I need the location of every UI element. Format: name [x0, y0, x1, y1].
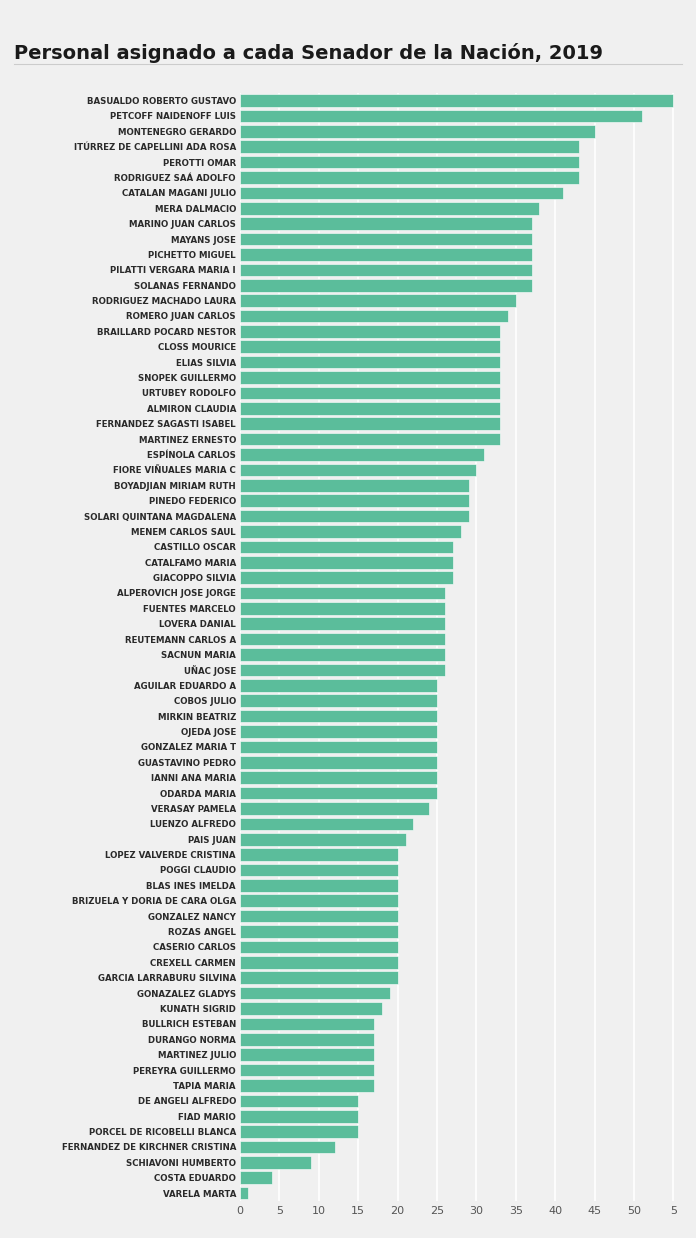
Bar [240, 786, 437, 800]
Bar [240, 817, 413, 831]
Bar [240, 1080, 374, 1092]
Bar [240, 618, 445, 630]
Bar [240, 248, 532, 261]
Bar [240, 541, 453, 553]
Bar [240, 1140, 335, 1154]
Bar [240, 833, 406, 846]
Bar [240, 709, 437, 723]
Bar [240, 879, 397, 891]
Bar [240, 1018, 374, 1030]
Bar [240, 463, 476, 477]
Bar [240, 279, 532, 291]
Text: Personal asignado a cada Senador de la Nación, 2019: Personal asignado a cada Senador de la N… [14, 43, 603, 63]
Bar [240, 448, 484, 461]
Bar [240, 1094, 358, 1107]
Bar [240, 956, 397, 968]
Bar [240, 740, 437, 753]
Bar [240, 355, 500, 369]
Bar [240, 140, 579, 154]
Bar [240, 633, 445, 645]
Bar [240, 371, 500, 384]
Bar [240, 864, 397, 877]
Bar [240, 649, 445, 661]
Bar [240, 1125, 358, 1138]
Bar [240, 187, 563, 199]
Bar [240, 94, 673, 106]
Bar [240, 310, 508, 322]
Bar [240, 664, 445, 676]
Bar [240, 1110, 358, 1123]
Bar [240, 402, 500, 415]
Bar [240, 771, 437, 784]
Bar [240, 556, 453, 568]
Bar [240, 910, 397, 922]
Bar [240, 941, 397, 953]
Bar [240, 295, 516, 307]
Bar [240, 972, 397, 984]
Bar [240, 510, 468, 522]
Bar [240, 233, 532, 245]
Bar [240, 218, 532, 230]
Bar [240, 602, 445, 615]
Bar [240, 802, 429, 815]
Bar [240, 326, 500, 338]
Bar [240, 695, 437, 707]
Bar [240, 156, 579, 168]
Bar [240, 895, 397, 907]
Bar [240, 925, 397, 938]
Bar [240, 340, 500, 353]
Bar [240, 725, 437, 738]
Bar [240, 848, 397, 860]
Bar [240, 417, 500, 430]
Bar [240, 202, 539, 214]
Bar [240, 433, 500, 446]
Bar [240, 1003, 382, 1015]
Bar [240, 1063, 374, 1076]
Bar [240, 987, 390, 999]
Bar [240, 125, 594, 137]
Bar [240, 1032, 374, 1046]
Bar [240, 386, 500, 399]
Bar [240, 494, 468, 508]
Bar [240, 171, 579, 183]
Bar [240, 264, 532, 276]
Bar [240, 678, 437, 692]
Bar [240, 1171, 271, 1184]
Bar [240, 587, 445, 599]
Bar [240, 1156, 311, 1169]
Bar [240, 1049, 374, 1061]
Bar [240, 479, 468, 491]
Bar [240, 756, 437, 769]
Bar [240, 1187, 248, 1200]
Bar [240, 525, 461, 537]
Bar [240, 571, 453, 584]
Bar [240, 110, 642, 123]
